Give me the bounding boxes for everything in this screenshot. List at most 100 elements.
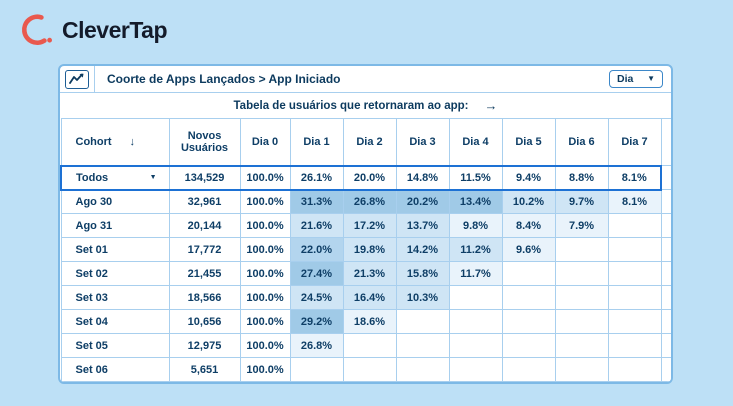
retention-cell-dia-1: 22.0% [289, 237, 344, 262]
table-row: Set 06 5,651 100.0% [60, 357, 671, 382]
clipped-column-cell [660, 357, 671, 382]
column-header-dia-7: Dia 7 [607, 118, 662, 166]
retention-cell-dia-4 [448, 333, 503, 358]
cohort-cell: Set 01 [60, 237, 170, 262]
sort-descending-icon[interactable]: ↓ [129, 135, 136, 148]
clipped-column-cell [660, 237, 671, 262]
retention-cell-dia-7: 8.1% [607, 164, 662, 191]
retention-cell-dia-6 [554, 309, 609, 334]
retention-cell-dia-4 [448, 357, 503, 382]
retention-cell-dia-5 [501, 357, 556, 382]
new-users-cell: 10,656 [168, 309, 241, 334]
clipped-column-cell [660, 213, 671, 238]
right-arrow-icon: → [484, 98, 498, 113]
retention-cell-dia-1: 24.5% [289, 285, 344, 310]
table-row: Set 01 17,772 100.0% 22.0% 19.8% 14.2% 11.2% 9.… [60, 237, 671, 262]
retention-cell-dia-7 [607, 261, 662, 286]
retention-cell-dia-0: 100.0% [239, 189, 291, 214]
retention-cell-dia-4: 11.2% [448, 237, 503, 262]
table-row: Set 05 12,975 100.0% 26.8% [60, 333, 671, 358]
retention-cell-dia-7 [607, 285, 662, 310]
period-dropdown[interactable]: Dia ▼ [609, 70, 663, 88]
retention-cell-dia-4: 11.5% [448, 164, 503, 191]
retention-cell-dia-4: 11.7% [448, 261, 503, 286]
card-title: Coorte de Apps Lançados > App Iniciado [107, 72, 341, 86]
retention-cell-dia-0: 100.0% [239, 285, 291, 310]
cohort-label: Todos [76, 171, 109, 184]
retention-cell-dia-3: 13.7% [395, 213, 450, 238]
retention-cell-dia-7 [607, 333, 662, 358]
column-header-dia-5: Dia 5 [501, 118, 556, 166]
retention-cell-dia-4: 9.8% [448, 213, 503, 238]
retention-cell-dia-3: 14.8% [395, 164, 450, 191]
chevron-down-icon: ▼ [647, 74, 655, 83]
retention-cell-dia-6: 9.7% [554, 189, 609, 214]
retention-cell-dia-1: 21.6% [289, 213, 344, 238]
new-users-cell: 17,772 [168, 237, 241, 262]
retention-cell-dia-6: 8.8% [554, 164, 609, 191]
retention-cell-dia-6: 7.9% [554, 213, 609, 238]
column-header-dia-6: Dia 6 [554, 118, 609, 166]
retention-cell-dia-1: 31.3% [289, 189, 344, 214]
retention-cell-dia-2: 17.2% [342, 213, 397, 238]
clevertap-logo-text: CleverTap [62, 16, 168, 43]
new-users-cell: 5,651 [168, 357, 241, 382]
column-header-dia-3: Dia 3 [395, 118, 450, 166]
retention-cell-dia-7 [607, 237, 662, 262]
retention-cell-dia-3: 15.8% [395, 261, 450, 286]
cohort-table: Cohort ↓ Novos Usuários Dia 0 Dia 1 Dia 2 Dia … [60, 118, 671, 382]
retention-cell-dia-2 [342, 357, 397, 382]
retention-cell-dia-3 [395, 333, 450, 358]
trend-chart-icon[interactable] [65, 69, 89, 89]
retention-cell-dia-2: 16.4% [342, 285, 397, 310]
retention-cell-dia-5 [501, 285, 556, 310]
new-users-cell: 18,566 [168, 285, 241, 310]
retention-cell-dia-5 [501, 309, 556, 334]
clipped-column-header [660, 118, 671, 166]
retention-cell-dia-3: 10.3% [395, 285, 450, 310]
new-users-cell: 12,975 [168, 333, 241, 358]
retention-cell-dia-0: 100.0% [239, 357, 291, 382]
clipped-column-cell [660, 333, 671, 358]
retention-cell-dia-5 [501, 261, 556, 286]
cohort-cell: Set 06 [60, 357, 170, 382]
cohort-dropdown-caret-icon[interactable]: ▼ [149, 174, 157, 181]
column-header-cohort[interactable]: Cohort ↓ [60, 118, 170, 166]
retention-cell-dia-0: 100.0% [239, 333, 291, 358]
retention-cell-dia-5: 9.4% [501, 164, 556, 191]
retention-cell-dia-5: 10.2% [501, 189, 556, 214]
retention-cell-dia-1: 27.4% [289, 261, 344, 286]
cohort-cell: Ago 31 [60, 213, 170, 238]
cohort-cell: Set 04 [60, 309, 170, 334]
table-row: Set 04 10,656 100.0% 29.2% 18.6% [60, 309, 671, 334]
retention-cell-dia-5: 8.4% [501, 213, 556, 238]
retention-cell-dia-6 [554, 285, 609, 310]
retention-cell-dia-7 [607, 213, 662, 238]
clipped-column-cell [660, 309, 671, 334]
retention-cell-dia-2: 19.8% [342, 237, 397, 262]
column-header-label: Cohort [75, 135, 112, 148]
retention-cell-dia-4 [448, 309, 503, 334]
retention-cell-dia-7: 8.1% [607, 189, 662, 214]
retention-cell-dia-1: 26.1% [289, 164, 344, 191]
retention-cell-dia-0: 100.0% [239, 213, 291, 238]
header-divider [94, 66, 95, 92]
table-row: Ago 31 20,144 100.0% 21.6% 17.2% 13.7% 9.8% 8.4… [60, 213, 671, 238]
retention-cell-dia-2: 18.6% [342, 309, 397, 334]
table-row: Set 03 18,566 100.0% 24.5% 16.4% 10.3% [60, 285, 671, 310]
card-header: Coorte de Apps Lançados > App Iniciado D… [60, 66, 671, 93]
cohort-cell: Ago 30 [60, 189, 170, 214]
new-users-cell: 32,961 [168, 189, 241, 214]
table-row: Ago 30 32,961 100.0% 31.3% 26.8% 20.2% 13.4% 10… [60, 189, 671, 214]
clipped-column-cell [660, 165, 671, 190]
retention-cell-dia-2: 21.3% [342, 261, 397, 286]
retention-cell-dia-3 [395, 309, 450, 334]
column-header-dia-0: Dia 0 [239, 118, 291, 166]
new-users-cell: 134,529 [168, 164, 241, 191]
retention-cell-dia-6 [554, 333, 609, 358]
retention-cell-dia-5 [501, 333, 556, 358]
retention-cell-dia-7 [607, 357, 662, 382]
cohort-cell[interactable]: Todos ▼ [60, 164, 170, 191]
clipped-column-cell [660, 261, 671, 286]
retention-cell-dia-3: 14.2% [395, 237, 450, 262]
